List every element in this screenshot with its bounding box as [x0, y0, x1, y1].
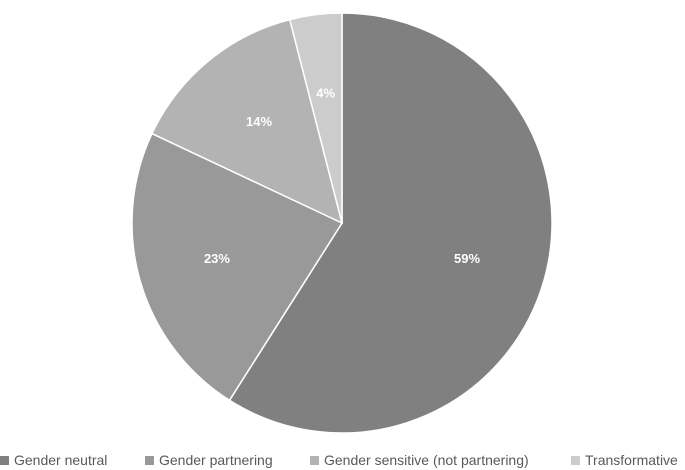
- legend-item-gender-sensitive: Gender sensitive (not partnering): [310, 452, 529, 468]
- pie-label-gender-partnering: 23%: [204, 251, 230, 266]
- legend-item-gender-partnering: Gender partnering: [145, 452, 273, 468]
- legend-swatch-gender-sensitive: [310, 455, 319, 465]
- legend-label-gender-partnering: Gender partnering: [159, 452, 273, 468]
- pie-label-gender-sensitive: 14%: [246, 114, 272, 129]
- legend-swatch-gender-neutral: [0, 455, 9, 465]
- legend-label-gender-sensitive: Gender sensitive (not partnering): [324, 452, 529, 468]
- legend-swatch-transformative: [571, 455, 580, 465]
- legend-item-gender-neutral: Gender neutral: [0, 452, 107, 468]
- pie-label-transformative: 4%: [316, 85, 335, 100]
- pie-label-gender-neutral: 59%: [454, 251, 480, 266]
- legend-item-transformative: Transformative: [571, 452, 678, 468]
- legend-swatch-gender-partnering: [145, 455, 154, 465]
- pie-slice-gender-sensitive: [150, 18, 344, 225]
- pie-slice-transformative: [288, 12, 343, 224]
- pie-slice-gender-neutral: [228, 12, 553, 434]
- chart-legend: Gender neutral Gender partnering Gender …: [0, 452, 685, 470]
- legend-label-transformative: Transformative: [585, 452, 678, 468]
- pie-slice-gender-partnering: [131, 132, 344, 402]
- legend-label-gender-neutral: Gender neutral: [14, 452, 108, 468]
- pie-chart-plot: 59% 23% 14% 4%: [131, 12, 553, 434]
